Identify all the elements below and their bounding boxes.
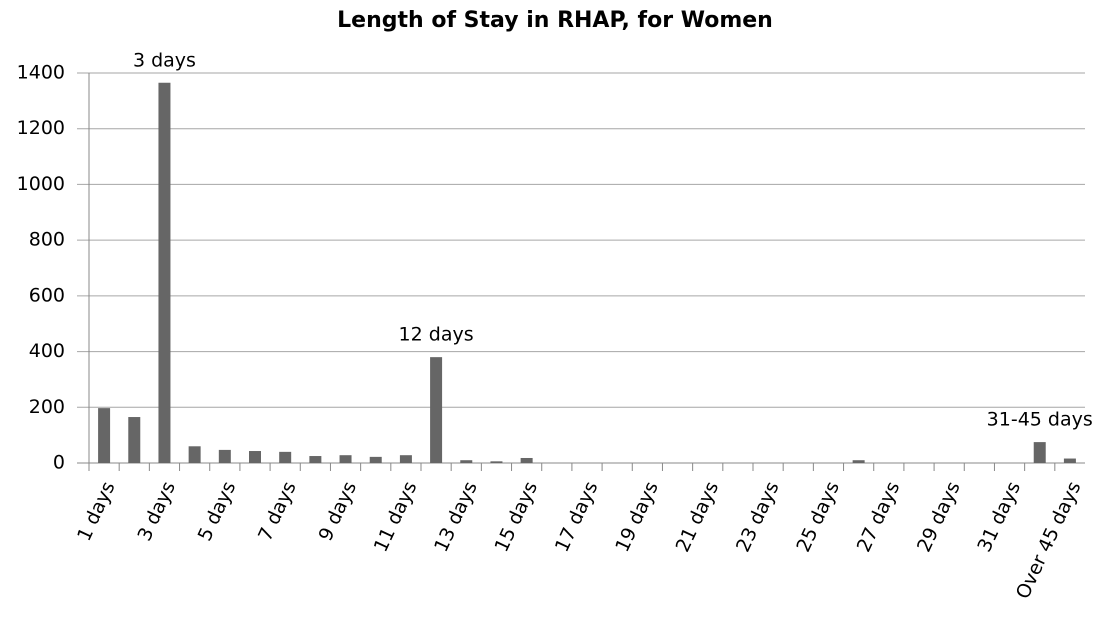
bar — [249, 451, 261, 463]
annotation: 12 days — [399, 324, 474, 346]
y-tick-label: 200 — [29, 396, 65, 418]
bar — [430, 357, 443, 463]
bar — [460, 460, 473, 463]
y-tick-label: 1000 — [17, 173, 65, 195]
x-tick-label: 11 days — [370, 478, 422, 555]
x-tick-label: 5 days — [194, 478, 241, 544]
x-tick-label: 13 days — [430, 478, 482, 555]
x-tick-label: Over 45 days — [1012, 478, 1086, 602]
bar — [98, 408, 111, 463]
y-tick-label: 0 — [53, 452, 65, 474]
y-tick-label: 600 — [29, 284, 65, 306]
bar — [399, 455, 412, 463]
x-tick-label: 19 days — [611, 478, 663, 555]
x-tick-label: 17 days — [551, 478, 603, 555]
x-tick-label: 1 days — [73, 478, 120, 544]
x-tick-label: 31 days — [973, 478, 1025, 555]
bar — [158, 82, 171, 463]
bar — [490, 461, 503, 463]
bar — [218, 449, 231, 463]
bar — [339, 455, 352, 463]
x-tick-label: 29 days — [913, 478, 965, 555]
bar — [852, 460, 865, 463]
annotation: 31-45 days — [987, 409, 1093, 431]
y-tick-label: 800 — [29, 229, 65, 251]
x-tick-label: 25 days — [792, 478, 844, 555]
x-tick-label: 9 days — [315, 478, 362, 544]
bar — [369, 456, 382, 463]
bar — [309, 456, 322, 463]
bar — [520, 457, 533, 463]
x-tick-label: 15 days — [490, 478, 542, 555]
chart-title: Length of Stay in RHAP, for Women — [337, 8, 773, 33]
y-tick-label: 400 — [29, 340, 65, 362]
bar — [188, 446, 201, 463]
y-tick-label: 1400 — [17, 62, 65, 84]
x-tick-label: 23 days — [732, 478, 784, 555]
x-tick-label: 27 days — [853, 478, 905, 555]
bar — [279, 451, 292, 463]
annotation: 3 days — [133, 49, 196, 71]
bar — [1033, 442, 1046, 463]
x-tick-label: 3 days — [133, 478, 180, 544]
x-tick-label: 21 days — [672, 478, 724, 555]
x-tick-label: 7 days — [254, 478, 301, 544]
bar — [1063, 458, 1076, 463]
bar — [128, 417, 141, 463]
y-tick-label: 1200 — [17, 117, 65, 139]
